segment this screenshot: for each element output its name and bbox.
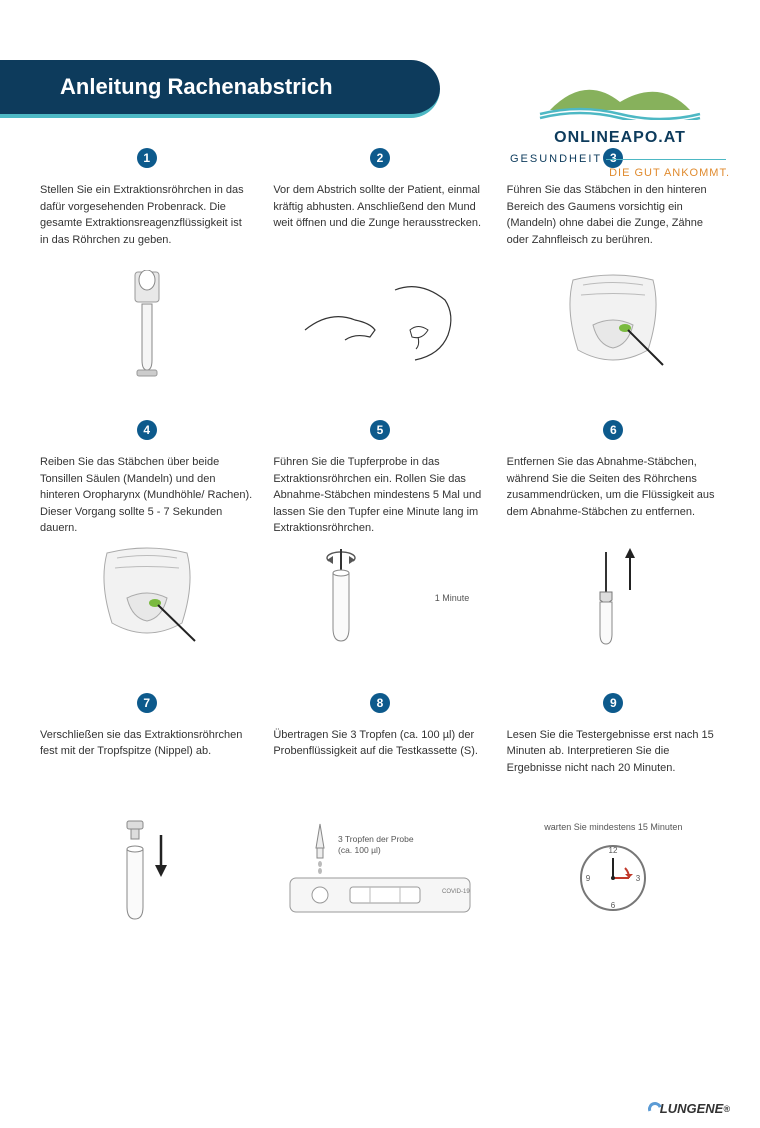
svg-text:12: 12: [609, 846, 618, 855]
step-4: 4 Reiben Sie das Stäbchen über beide Ton…: [40, 420, 253, 653]
tube-roll-swab-icon: 1 Minute: [273, 543, 486, 653]
svg-text:3: 3: [636, 874, 641, 883]
step-1: 1 Stellen Sie ein Extraktionsröhrchen in…: [40, 148, 253, 380]
caption-drops-l1: 3 Tropfen der Probe: [338, 834, 414, 844]
step-text: Übertragen Sie 3 Tropfen (ca. 100 µl) de…: [273, 727, 486, 809]
cough-open-mouth-icon: [273, 270, 486, 380]
svg-text:6: 6: [611, 901, 616, 910]
logo-sub-text: GESUNDHEIT: [510, 153, 602, 165]
footer-brand: LUNGENE ®: [648, 1101, 730, 1116]
step-text: Führen Sie das Stäbchen in den hinteren …: [507, 182, 720, 264]
throat-rub-icon: [40, 543, 253, 653]
step-caption: 1 Minute: [435, 593, 470, 603]
logo-tagline: DIE GUT ANKOMMT.: [510, 167, 730, 179]
step-text: Führen Sie die Tupferprobe in das Extrak…: [273, 454, 486, 537]
divider-line: [606, 159, 726, 160]
logo-name: ONLINEAPO.AT: [510, 129, 730, 147]
caption-drops-l2: (ca. 100 µl): [338, 845, 381, 855]
step-2: 2 Vor dem Abstrich sollte der Patient, e…: [273, 148, 486, 380]
step-text: Verschließen sie das Extraktionsröhrchen…: [40, 727, 253, 809]
step-text: Stellen Sie ein Extraktionsröhrchen in d…: [40, 182, 253, 264]
step-7: 7 Verschließen sie das Extraktionsröhrch…: [40, 693, 253, 925]
step-caption: warten Sie mindestens 15 Minuten: [544, 822, 682, 832]
step-text: Lesen Sie die Testergebnisse erst nach 1…: [507, 727, 720, 809]
step-badge: 4: [137, 420, 157, 440]
brand-logo: ONLINEAPO.AT GESUNDHEIT DIE GUT ANKOMMT.: [510, 80, 730, 179]
remove-swab-icon: [507, 542, 720, 652]
throat-swab-icon: [507, 270, 720, 380]
page-title: Anleitung Rachenabstrich: [60, 74, 333, 99]
step-text: Vor dem Abstrich sollte der Patient, ein…: [273, 182, 486, 264]
step-9: 9 Lesen Sie die Testergebnisse erst nach…: [507, 693, 720, 925]
steps-grid: 1 Stellen Sie ein Extraktionsröhrchen in…: [0, 118, 760, 945]
step-3: 3 Führen Sie das Stäbchen in den hintere…: [507, 148, 720, 380]
tube-with-reagent-icon: [40, 270, 253, 380]
svg-text:COVID-19: COVID-19: [442, 889, 470, 895]
footer-brand-text: LUNGENE: [660, 1101, 724, 1116]
step-badge: 8: [370, 693, 390, 713]
drops-to-cassette-icon: 3 Tropfen der Probe (ca. 100 µl) COVID-1…: [273, 815, 486, 925]
step-badge: 2: [370, 148, 390, 168]
step-text: Entfernen Sie das Abnahme-Stäbchen, währ…: [507, 454, 720, 536]
svg-text:9: 9: [586, 874, 591, 883]
wait-clock-icon: warten Sie mindestens 15 Minuten 12 3 6 …: [507, 815, 720, 925]
step-6: 6 Entfernen Sie das Abnahme-Stäbchen, wä…: [507, 420, 720, 653]
page-title-bar: Anleitung Rachenabstrich: [0, 60, 440, 118]
reg-mark: ®: [723, 1104, 730, 1114]
step-badge: 6: [603, 420, 623, 440]
step-text: Reiben Sie das Stäbchen über beide Tonsi…: [40, 454, 253, 537]
logo-subtitle: GESUNDHEIT: [510, 153, 730, 165]
step-5: 5 Führen Sie die Tupferprobe in das Extr…: [273, 420, 486, 653]
step-badge: 5: [370, 420, 390, 440]
step-badge: 7: [137, 693, 157, 713]
mountain-icon: [530, 80, 710, 120]
step-badge: 1: [137, 148, 157, 168]
step-8: 8 Übertragen Sie 3 Tropfen (ca. 100 µl) …: [273, 693, 486, 925]
close-tube-icon: [40, 815, 253, 925]
step-badge: 9: [603, 693, 623, 713]
